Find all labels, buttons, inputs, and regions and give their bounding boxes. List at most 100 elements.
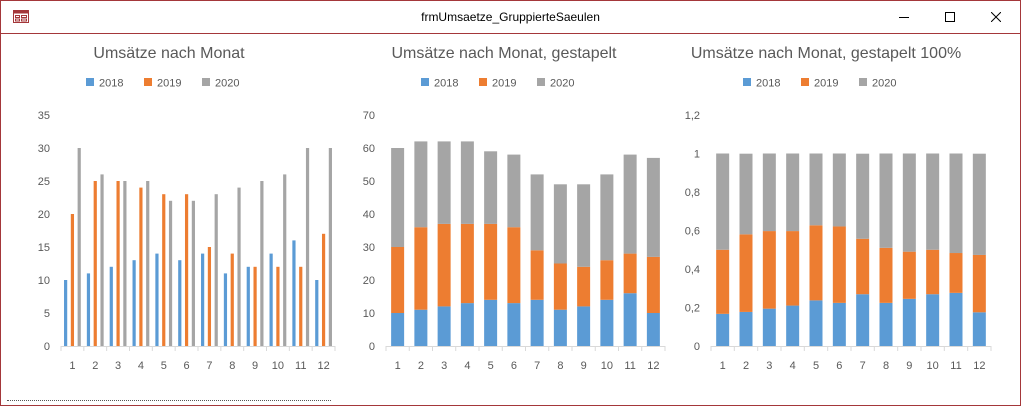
bar-2019-11 (623, 253, 637, 294)
close-icon (991, 12, 1001, 22)
bar-2019-12 (972, 254, 986, 313)
bar-2020-5 (809, 153, 823, 226)
minimize-icon (899, 17, 909, 18)
bar-2020-1 (391, 148, 405, 247)
maximize-icon (945, 12, 955, 22)
bar-2019-1 (70, 214, 75, 346)
y-tick-label: 20 (38, 209, 50, 221)
legend-label-2020: 2020 (872, 78, 896, 90)
bar-2019-7 (856, 238, 870, 295)
y-tick-label: 60 (363, 143, 375, 155)
bar-2019-10 (276, 266, 280, 346)
bar-2019-2 (414, 227, 428, 310)
legend-swatch-2018 (86, 78, 94, 86)
x-tick-label: 10 (601, 360, 613, 372)
y-tick-label: 0,6 (685, 226, 700, 238)
bar-2020-3 (437, 141, 451, 224)
x-tick-label: 10 (927, 360, 939, 372)
y-tick-label: 0 (44, 341, 50, 353)
bar-2018-5 (155, 253, 159, 346)
bar-2018-3 (762, 308, 776, 346)
bar-2019-11 (949, 253, 963, 293)
legend-swatch-2020 (537, 78, 545, 86)
legend-label-2020: 2020 (215, 78, 239, 90)
legend-swatch-2019 (801, 78, 809, 86)
bar-2018-5 (484, 299, 498, 346)
bar-2019-1 (391, 247, 405, 313)
y-tick-label: 1 (694, 149, 700, 161)
bar-2018-6 (832, 302, 846, 346)
bar-2020-11 (305, 148, 310, 346)
bar-2018-4 (132, 260, 136, 346)
x-tick-label: 1 (720, 360, 726, 372)
bar-2019-2 (739, 234, 753, 312)
bar-2020-8 (879, 153, 893, 248)
y-tick-label: 25 (38, 176, 50, 188)
legend-swatch-2020 (859, 78, 867, 86)
bar-2018-7 (201, 253, 205, 346)
bar-2020-9 (902, 153, 916, 252)
y-tick-label: 0 (369, 341, 375, 353)
bar-2020-4 (460, 141, 474, 224)
x-tick-label: 11 (624, 360, 635, 372)
bar-2020-8 (553, 184, 567, 264)
bar-2019-6 (184, 194, 189, 346)
bar-2018-8 (553, 309, 567, 346)
x-tick-label: 1 (69, 360, 75, 372)
x-tick-label: 8 (229, 360, 235, 372)
bar-2020-4 (146, 181, 150, 346)
bar-2020-11 (949, 153, 963, 254)
y-tick-label: 40 (363, 209, 375, 221)
bar-2020-7 (856, 153, 870, 239)
minimize-button[interactable] (881, 1, 927, 33)
legend-label-2018: 2018 (756, 78, 780, 90)
x-tick-label: 8 (883, 360, 889, 372)
y-tick-label: 5 (44, 308, 50, 320)
bar-2019-8 (230, 253, 234, 346)
close-button[interactable] (973, 1, 1019, 33)
bar-2019-12 (646, 256, 660, 313)
bar-2020-6 (191, 200, 195, 346)
bar-2020-12 (646, 157, 660, 257)
maximize-button[interactable] (927, 1, 973, 33)
bar-2020-10 (600, 174, 614, 261)
y-tick-label: 20 (363, 275, 375, 287)
y-tick-label: 50 (363, 176, 375, 188)
legend-swatch-2019 (479, 78, 487, 86)
bar-2018-10 (926, 294, 940, 346)
bar-2020-12 (972, 153, 986, 255)
y-tick-label: 10 (363, 308, 375, 320)
title-bar[interactable]: frmUmsaetze_GruppierteSaeulen (1, 1, 1020, 34)
bar-2019-1 (716, 249, 730, 314)
focus-indicator (7, 400, 331, 401)
bar-2018-12 (972, 312, 986, 346)
y-tick-label: 10 (38, 275, 50, 287)
x-tick-label: 5 (813, 360, 819, 372)
x-tick-label: 4 (138, 360, 144, 372)
chart-title: Umsätze nach Monat, gestapelt 100% (691, 45, 961, 62)
bar-2018-2 (414, 309, 428, 346)
bar-2018-6 (178, 260, 182, 346)
bar-2018-8 (879, 302, 893, 346)
bar-2020-7 (530, 174, 544, 251)
bar-2019-2 (93, 181, 97, 346)
bar-2019-6 (832, 226, 846, 303)
bar-2019-7 (530, 250, 544, 300)
bar-2018-12 (646, 313, 660, 346)
bar-2018-10 (269, 253, 273, 346)
bar-2020-6 (832, 153, 846, 227)
x-tick-label: 7 (206, 360, 212, 372)
x-tick-label: 9 (252, 360, 258, 372)
bar-2018-1 (64, 280, 68, 346)
bar-2018-4 (460, 303, 474, 346)
x-tick-label: 1 (395, 360, 401, 372)
y-tick-label: 30 (363, 242, 375, 254)
y-tick-label: 15 (38, 242, 50, 254)
chart-title: Umsätze nach Monat, gestapelt (391, 45, 617, 62)
bar-2018-2 (739, 311, 753, 346)
x-tick-label: 4 (790, 360, 796, 372)
x-tick-label: 12 (973, 360, 985, 372)
